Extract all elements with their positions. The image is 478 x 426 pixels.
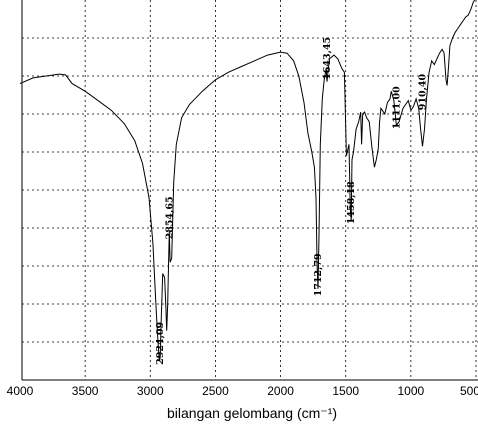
x-tick-label: 3000 [137, 384, 164, 398]
x-tick-label: 2000 [267, 384, 294, 398]
peak-label: 1643,45 [322, 37, 333, 80]
grid-layer [22, 0, 478, 380]
x-axis-label: bilangan gelombang (cm⁻¹) [167, 405, 337, 421]
x-tick-label: 3500 [72, 384, 99, 398]
peak-annotations: 2924,09 2854,65 1712,79 1643,45 1458,18 1111,… [155, 37, 428, 365]
x-tick-label: 4000 [7, 384, 34, 398]
peak-label: 2924,09 [155, 321, 166, 364]
peak-label: 910,40 [418, 73, 429, 110]
x-tick-label: 1500 [332, 384, 359, 398]
peak-label: 2854,65 [164, 196, 175, 239]
peak-label: 1458,18 [346, 181, 357, 224]
peak-label: 1111,00 [391, 86, 402, 129]
x-tick-label: 1000 [398, 384, 425, 398]
x-tick-label: 2500 [202, 384, 229, 398]
peak-label: 1712,79 [313, 253, 324, 296]
x-tick-labels: 4000 3500 3000 2500 2000 1500 1000 500 [7, 384, 478, 398]
axis-frame [21, 0, 478, 381]
x-tick-label: 500 [460, 384, 478, 398]
spectrum-line [19, 0, 476, 362]
